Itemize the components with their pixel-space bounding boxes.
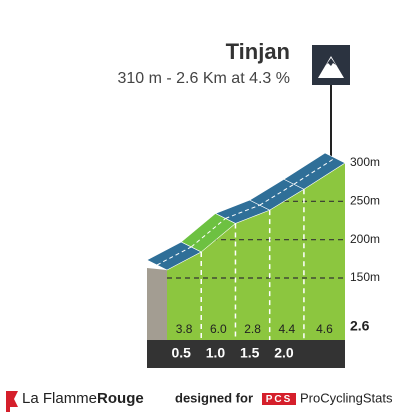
strip-center: [225, 204, 260, 219]
designed-for: designed for: [175, 390, 253, 405]
profile-face: [167, 163, 345, 340]
site-name: ProCyclingStats: [300, 390, 393, 405]
y-tick-label: 150m: [350, 270, 380, 284]
climb-icon: [312, 45, 350, 158]
brand: La FlammeRouge: [22, 390, 144, 407]
gradient-label: 3.8: [176, 322, 193, 336]
x-tick-label: 0.5: [171, 345, 191, 361]
y-tick-label: 250m: [350, 194, 380, 208]
strip-center: [190, 218, 226, 248]
y-tick-label: 300m: [350, 155, 380, 169]
y-tick-label: 200m: [350, 232, 380, 246]
strip-center: [293, 157, 336, 185]
gradient-label: 4.6: [316, 322, 333, 336]
pcs-logo: PCS: [266, 394, 293, 405]
distance-band: [147, 340, 345, 368]
brand-bold: Rouge: [97, 390, 144, 407]
profile: 150m 200m 250m 300m 3.8 6.0 2.8 4.4 4.6 0.5 1.0 1.5…: [146, 152, 380, 368]
gradient-label: 2.8: [244, 322, 261, 336]
side-wall: [147, 268, 167, 340]
climb-subtitle: 310 m - 2.6 Km at 4.3 %: [117, 70, 290, 87]
x-tick-label: 2.6: [350, 318, 370, 334]
footer: La FlammeRouge designed for PCS ProCycli…: [6, 390, 393, 412]
brand-light: La Flamme: [22, 390, 97, 407]
climb-title: Tinjan: [226, 39, 290, 64]
x-tick-label: 1.5: [240, 345, 260, 361]
x-tick-label: 2.0: [274, 345, 294, 361]
gradient-label: 4.4: [278, 322, 295, 336]
gradient-label: 6.0: [210, 322, 227, 336]
x-tick-label: 1.0: [206, 345, 226, 361]
